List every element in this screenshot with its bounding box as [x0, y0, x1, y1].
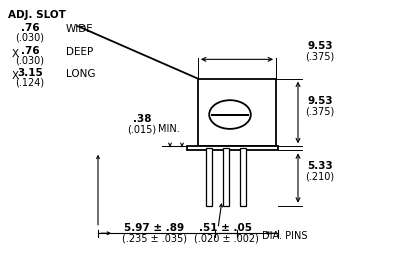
Text: (.020 ± .002): (.020 ± .002): [194, 233, 258, 243]
Text: .51 ± .05: .51 ± .05: [200, 223, 252, 233]
Text: MIN.: MIN.: [158, 124, 180, 134]
Text: .76: .76: [21, 23, 39, 33]
Text: 3.15: 3.15: [17, 68, 43, 78]
Text: 9.53: 9.53: [307, 41, 333, 51]
Text: (.235 ± .035): (.235 ± .035): [122, 233, 186, 243]
Text: (.124): (.124): [16, 78, 44, 87]
Text: .38: .38: [133, 114, 151, 124]
Text: X: X: [11, 71, 18, 81]
Text: (.030): (.030): [16, 55, 44, 65]
Text: LONG: LONG: [66, 69, 96, 79]
Text: (.030): (.030): [16, 33, 44, 43]
Text: (.210): (.210): [306, 171, 334, 181]
Text: DIA. PINS: DIA. PINS: [262, 231, 308, 241]
Text: .76: .76: [21, 46, 39, 56]
Text: (.375): (.375): [305, 107, 335, 116]
Text: WIDE: WIDE: [66, 24, 94, 34]
Text: X: X: [11, 49, 18, 59]
Bar: [240, 148, 246, 206]
Text: (.375): (.375): [305, 51, 335, 61]
Text: 9.53: 9.53: [307, 96, 333, 106]
Text: 5.33: 5.33: [307, 161, 333, 171]
Circle shape: [209, 100, 251, 129]
Bar: [223, 148, 229, 206]
Text: (.015): (.015): [128, 124, 156, 134]
Text: ADJ. SLOT: ADJ. SLOT: [8, 10, 66, 20]
Bar: [206, 148, 212, 206]
Text: 5.97 ± .89: 5.97 ± .89: [124, 223, 184, 233]
Text: DEEP: DEEP: [66, 47, 93, 57]
Bar: [198, 79, 276, 146]
Bar: [187, 146, 278, 150]
